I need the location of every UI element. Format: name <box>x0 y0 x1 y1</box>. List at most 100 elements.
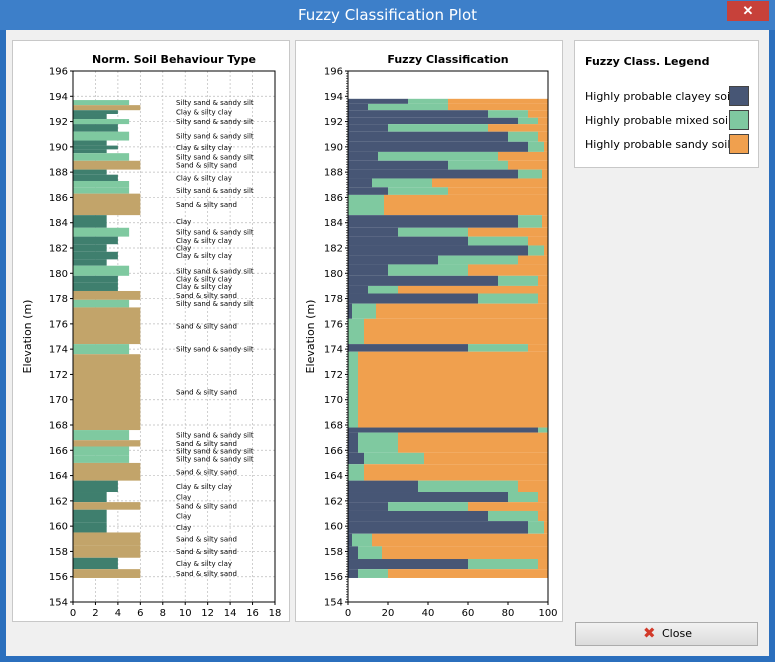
fuzzy-clayey-area <box>348 187 388 195</box>
fuzzy-sandy-area <box>448 98 548 104</box>
fuzzy-ytick-label: 170 <box>324 395 343 406</box>
fuzzy-clayey-area <box>348 160 448 170</box>
fuzzy-mixed-area <box>348 464 364 481</box>
fuzzy-ytick-label: 192 <box>324 117 343 128</box>
sbt-ytick-label: 156 <box>49 572 68 583</box>
fuzzy-xtick-label: 60 <box>462 608 475 619</box>
sbt-layer-label: Clay <box>176 513 191 521</box>
sbt-layer-bar <box>73 140 107 146</box>
sbt-layer-bar <box>73 455 130 463</box>
sbt-chart-panel: Norm. Soil Behaviour Type SBTn (Robertson… <box>12 40 290 633</box>
fuzzy-ylabel: Elevation (m) <box>304 300 317 374</box>
sbt-layer-bar <box>73 480 118 493</box>
sbt-xtick-label: 6 <box>137 608 143 619</box>
sbt-ytick-label: 186 <box>49 193 68 204</box>
fuzzy-clayey-area <box>348 285 368 294</box>
fuzzy-sandy-area <box>364 464 548 481</box>
fuzzy-sandy-area <box>528 344 548 352</box>
fuzzy-sandy-area <box>538 510 548 522</box>
fuzzy-mixed-area <box>518 215 542 228</box>
fuzzy-clayey-area <box>348 227 398 237</box>
fuzzy-mixed-area <box>388 187 448 195</box>
fuzzy-clayey-area <box>348 303 352 319</box>
sbt-ytick-label: 168 <box>49 421 68 432</box>
sbt-layer-bar <box>73 244 107 252</box>
fuzzy-clayey-area <box>348 151 378 161</box>
sbt-layer-bar <box>73 290 141 300</box>
fuzzy-sandy-area <box>538 293 548 304</box>
sbt-ytick-label: 176 <box>49 319 68 330</box>
fuzzy-mixed-area <box>518 117 538 125</box>
sbt-layer-label: Clay <box>176 494 191 502</box>
sbt-layer-label: Silty sand & sandy silt <box>176 118 254 126</box>
fuzzy-mixed-area <box>498 275 538 286</box>
sbt-xtick-label: 2 <box>92 608 98 619</box>
fuzzy-clayey-area <box>348 215 518 228</box>
sbt-xtick-label: 16 <box>246 608 259 619</box>
sbt-layer-label: Clay & silty clay <box>176 174 232 182</box>
sbt-layer-label: Sand & silty sand <box>176 502 237 510</box>
fuzzy-mixed-area <box>358 546 382 560</box>
sbt-layer-bar <box>73 282 118 291</box>
fuzzy-mixed-area <box>528 141 544 152</box>
fuzzy-clayey-area <box>348 502 388 511</box>
sbt-chart: Norm. Soil Behaviour Type SBTn (Robertson… <box>21 53 281 633</box>
fuzzy-clayey-area <box>348 141 528 152</box>
legend-title: Fuzzy Class. Legend <box>585 55 710 68</box>
sbt-xtick-label: 10 <box>179 608 192 619</box>
sbt-layer-bar <box>73 105 141 111</box>
sbt-layer-label: Clay & silty clay <box>176 275 232 283</box>
sbt-layer-bar <box>73 193 141 216</box>
fuzzy-mixed-area <box>448 160 508 170</box>
sbt-layer-bar <box>73 100 130 106</box>
sbt-layer-bar <box>73 492 107 503</box>
sbt-xtick-label: 8 <box>160 608 166 619</box>
fuzzy-clayey-area <box>348 255 438 265</box>
sbt-layer-label: Clay <box>176 218 191 226</box>
fuzzy-sandy-area <box>538 559 548 570</box>
fuzzy-ytick-label: 180 <box>324 269 343 280</box>
sbt-layer-label: Silty sand & sandy silt <box>176 153 254 161</box>
fuzzy-sandy-area <box>382 546 548 560</box>
sbt-layer-label: Clay <box>176 524 191 532</box>
legend-swatch-clayey <box>729 86 749 106</box>
fuzzy-clayey-area <box>348 103 368 111</box>
sbt-title: Norm. Soil Behaviour Type <box>92 53 256 66</box>
sbt-ytick-label: 182 <box>49 244 68 255</box>
fuzzy-ytick-label: 160 <box>324 522 343 533</box>
sbt-ytick-label: 166 <box>49 446 68 457</box>
close-button[interactable]: ✖ Close <box>575 622 758 646</box>
fuzzy-mixed-area <box>358 569 388 578</box>
fuzzy-chart-panel: Fuzzy Classification Probability of Soil … <box>295 40 563 633</box>
sbt-layer-label: Clay & silty clay <box>176 483 232 491</box>
fuzzy-sandy-area <box>538 131 548 142</box>
window-close-icon[interactable]: ✕ <box>727 1 769 21</box>
sbt-layer-label: Silty sand & sandy silt <box>176 447 254 455</box>
fuzzy-mixed-area <box>488 110 528 118</box>
sbt-layer-bar <box>73 557 118 570</box>
sbt-layer-label: Clay & silty clay <box>176 283 232 291</box>
sbt-layer-label: Sand & silty sand <box>176 535 237 543</box>
fuzzy-mixed-area <box>518 169 542 179</box>
red-x-icon: ✖ <box>643 624 656 642</box>
fuzzy-mixed-area <box>352 533 372 547</box>
sbt-layer-label: Silty sand & sandy silt <box>176 346 254 354</box>
fuzzy-xtick-label: 40 <box>422 608 435 619</box>
sbt-layer-label: Silty sand & sandy silt <box>176 99 254 107</box>
fuzzy-sandy-area <box>538 275 548 286</box>
sbt-layer-bar <box>73 187 130 194</box>
fuzzy-clayey-area <box>348 559 468 570</box>
sbt-layer-bar <box>73 153 130 161</box>
sbt-layer-bar <box>73 440 141 447</box>
fuzzy-sandy-area <box>448 103 548 111</box>
fuzzy-sandy-area <box>448 187 548 195</box>
sbt-layer-bar <box>73 299 130 308</box>
fuzzy-mixed-area <box>348 318 364 345</box>
fuzzy-sandy-area <box>358 351 548 428</box>
fuzzy-ytick-label: 186 <box>324 193 343 204</box>
fuzzy-clayey-area <box>348 521 528 534</box>
fuzzy-sandy-area <box>388 569 548 578</box>
sbt-layer-bar <box>73 545 141 558</box>
sbt-ytick-label: 158 <box>49 547 68 558</box>
fuzzy-mixed-area <box>468 559 538 570</box>
